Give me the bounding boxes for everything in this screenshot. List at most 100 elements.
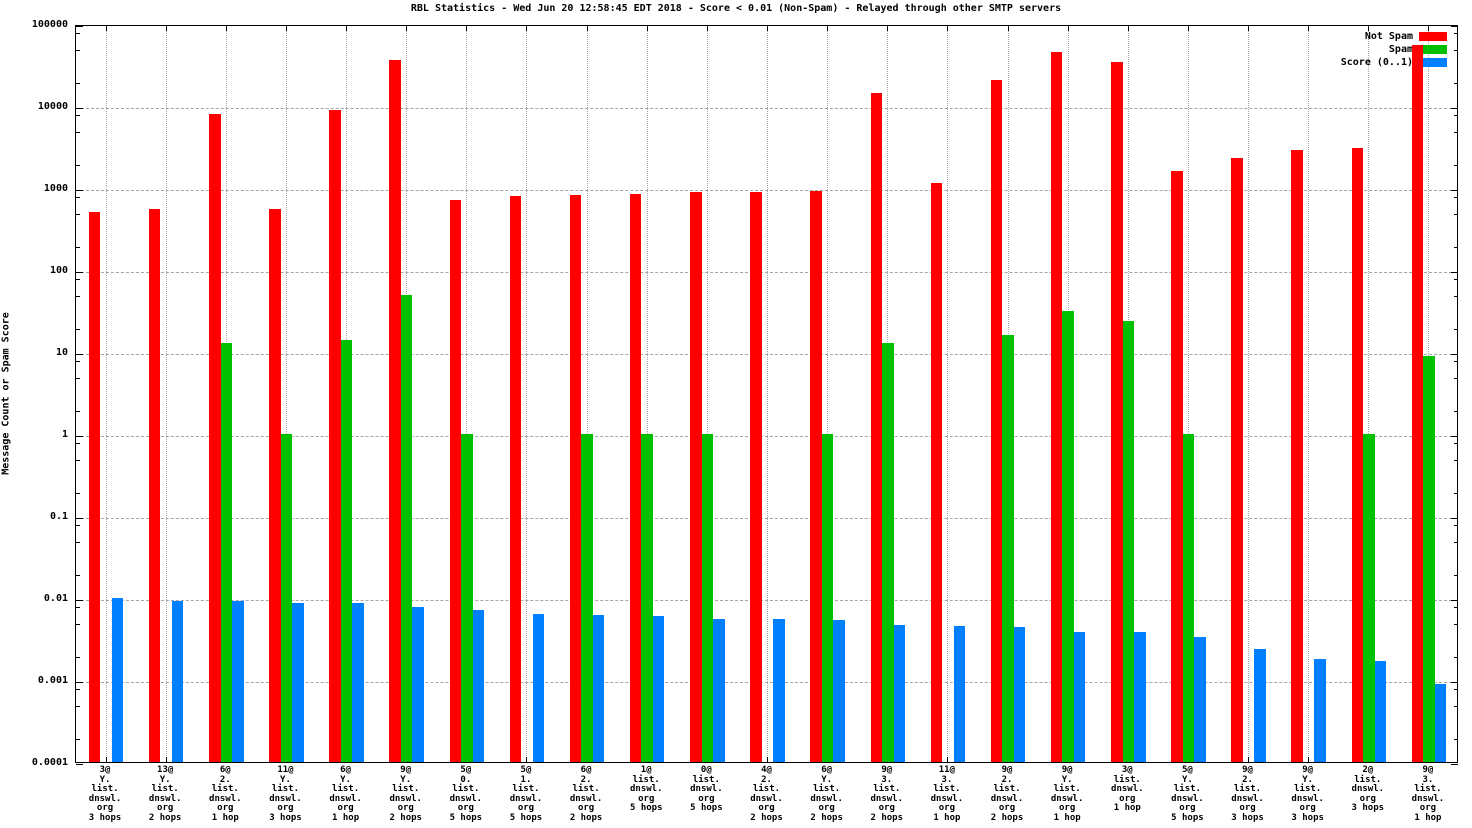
y-minor-tick [76, 378, 80, 380]
bar-score-0-1 [1073, 631, 1086, 762]
x-top-tick [406, 26, 408, 31]
x-category-line: org [878, 803, 895, 813]
y-minor-tick [1454, 443, 1458, 445]
x-category-line: 3. [1422, 774, 1434, 785]
bar-not-spam [1171, 171, 1183, 762]
x-category-line: 2 hops [148, 812, 182, 823]
x-category-line: 0@ [700, 765, 712, 775]
y-tick-label: 0.01 [43, 593, 68, 604]
x-category-line: dnswl. [269, 793, 302, 804]
x-category-line: org [1299, 803, 1316, 813]
x-top-tick [346, 26, 348, 31]
v-gridline [1187, 26, 1189, 762]
bar-not-spam [750, 191, 762, 762]
x-category-line: Y. [1181, 774, 1193, 785]
x-category-line: org [397, 803, 414, 813]
x-category-line: org [517, 803, 535, 813]
bar-score-0-1 [893, 624, 905, 762]
y-major-tick [1451, 25, 1458, 27]
x-category-line: list. [1354, 774, 1382, 785]
x-bottom-tick [1248, 757, 1250, 762]
x-category-line: org [1419, 803, 1437, 813]
x-category-line: 2. [219, 774, 231, 785]
x-category-line: list. [452, 784, 480, 794]
bar-not-spam [148, 209, 161, 762]
x-top-tick [887, 26, 889, 31]
y-major-tick [76, 763, 83, 765]
bar-not-spam [569, 195, 582, 762]
y-minor-tick [1454, 279, 1458, 281]
bar-spam [400, 294, 413, 762]
x-category-line: 6@ [821, 765, 833, 775]
x-category-line: org [1059, 803, 1076, 813]
y-minor-tick [76, 607, 80, 609]
y-minor-tick [1454, 574, 1458, 576]
y-major-tick [1451, 353, 1458, 355]
x-top-tick [225, 26, 227, 31]
x-category-line: 5@ [1181, 765, 1193, 775]
x-category-label: 9@ 3. list. dnswl. org 1 hop [1412, 765, 1445, 823]
x-category-line: dnswl. [750, 793, 783, 804]
bar-not-spam [88, 211, 101, 762]
bar-score-0-1 [352, 602, 364, 762]
y-minor-tick [1454, 164, 1458, 166]
y-major-tick [1451, 271, 1458, 273]
x-category-line: org [818, 803, 835, 813]
x-top-tick [767, 26, 768, 31]
x-top-tick [827, 26, 829, 31]
bar-spam [1062, 310, 1074, 762]
x-category-label: 4@ 2. list. dnswl. org 2 hops [750, 765, 783, 823]
x-bottom-tick [105, 757, 107, 762]
bar-score-0-1 [1134, 632, 1146, 762]
x-category-line: 9@ [1302, 765, 1314, 775]
x-category-line: 3 hops [88, 812, 122, 823]
y-minor-tick [76, 164, 80, 166]
x-category-line: 6@ [340, 765, 351, 775]
x-category-line: 9@ [1422, 765, 1434, 775]
y-minor-tick [1454, 50, 1458, 52]
x-category-label: 3@ list. dnswl. org 1 hop [1111, 765, 1144, 814]
v-gridline [285, 26, 287, 762]
y-minor-tick [76, 574, 80, 576]
y-minor-tick [1454, 607, 1458, 609]
x-top-tick [706, 26, 708, 31]
x-category-label: 6@ 2. list. dnswl. org 1 hop [209, 765, 242, 823]
x-category-line: list. [1233, 784, 1262, 794]
bar-spam [280, 434, 293, 762]
y-minor-tick [76, 689, 80, 691]
x-category-line: Y. [280, 774, 291, 785]
y-minor-tick [76, 197, 80, 199]
x-category-line: list. [392, 784, 420, 794]
bar-not-spam [389, 60, 401, 762]
x-category-line: list. [1414, 784, 1442, 794]
bar-score-0-1 [1194, 637, 1206, 762]
y-minor-tick [1454, 132, 1458, 134]
y-minor-tick [1454, 361, 1458, 363]
y-tick-label: 0.001 [37, 675, 68, 686]
x-top-tick [1007, 26, 1009, 31]
x-category-label: 6@ 2. list. dnswl. org 2 hops [570, 765, 603, 823]
x-category-line: dnswl. [990, 793, 1024, 804]
y-major-tick [1451, 599, 1458, 601]
x-top-tick [1428, 26, 1430, 31]
y-minor-tick [1454, 82, 1458, 84]
x-category-line: dnswl. [1050, 793, 1084, 804]
x-category-line: 2. [761, 774, 772, 785]
x-category-line: 13@ [157, 765, 174, 775]
bar-score-0-1 [1434, 683, 1447, 762]
x-bottom-tick [947, 757, 949, 762]
v-gridline [827, 26, 829, 762]
y-minor-tick [76, 246, 80, 248]
bar-not-spam [269, 208, 281, 762]
bar-score-0-1 [1254, 648, 1266, 762]
y-minor-tick [1454, 689, 1458, 691]
x-category-line: dnswl. [209, 793, 242, 804]
y-tick-label: 1 [61, 429, 68, 440]
y-minor-tick [76, 410, 80, 412]
h-gridline [76, 435, 1457, 437]
legend-item: Not Spam [1341, 30, 1447, 43]
x-category-label: 11@ 3. list. dnswl. org 1 hop [931, 765, 964, 823]
x-category-line: 1@ [640, 765, 652, 775]
x-category-line: Y. [159, 774, 171, 785]
y-minor-tick [1454, 115, 1458, 117]
